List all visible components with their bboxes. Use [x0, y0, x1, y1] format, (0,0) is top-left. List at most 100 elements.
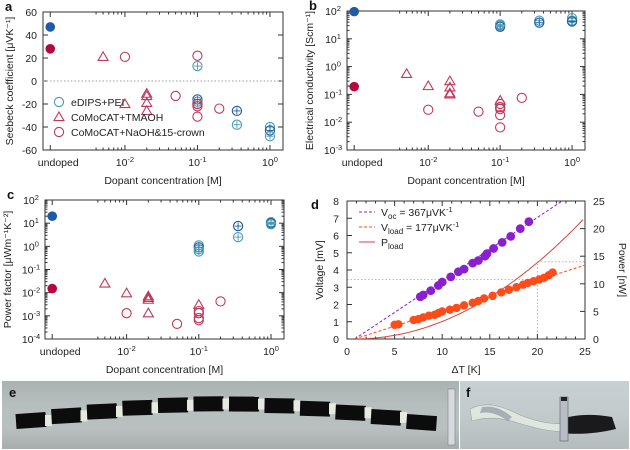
silver-electrode: [80, 410, 88, 422]
data-point-comocat-tmaoh: [120, 287, 133, 298]
data-point-undoped-comocat: [45, 44, 56, 54]
x-axis-title: Dopant concentration [M]: [407, 175, 524, 187]
data-point-vload: [504, 285, 514, 295]
x-tick-label: 25: [579, 346, 591, 358]
y-tick-label: -60: [22, 145, 37, 157]
panel-letter-a: a: [5, 0, 13, 14]
panel-letter-d: d: [311, 197, 319, 212]
x-tick-label: 10: [436, 346, 448, 358]
legend-entry: Pload: [381, 237, 403, 251]
data-point-vload: [459, 301, 469, 310]
y-tick-label: 6: [333, 231, 339, 243]
data-point-voc: [459, 264, 469, 274]
data-point-undoped-edips: [349, 6, 359, 17]
y-tick-label: 5: [333, 248, 339, 260]
data-point-comocat-naoh-15-crown: [192, 50, 203, 61]
x-axis-title: Dopant concentration [M]: [106, 364, 223, 376]
thermoelectric-leg: [86, 403, 118, 420]
y-axis-title: Electrical conductivity [Scm⁻¹]: [304, 11, 316, 150]
data-point-undoped-comocat: [349, 81, 359, 92]
data-point-comocat-naoh-15-crown: [495, 122, 506, 133]
data-point-comocat-naoh-15-crown: [495, 109, 506, 121]
silver-electrode: [187, 399, 194, 411]
data-point-comocat-tmaoh: [443, 75, 456, 86]
x-tick-label: 100: [262, 155, 278, 169]
y-tick-label: 7: [333, 213, 339, 225]
panel-letter-b: b: [309, 0, 317, 13]
data-point-undoped-edips: [45, 22, 56, 32]
data-point-vload: [452, 303, 461, 313]
data-point-vload: [512, 283, 521, 292]
plot-frame-c: [44, 199, 285, 340]
data-point-edips-pei: [264, 131, 276, 142]
thermoelectric-leg: [15, 411, 47, 430]
x-tick-label-undoped: undoped: [38, 157, 79, 169]
thermoelectric-leg: [228, 396, 260, 412]
panel-letter-e: e: [9, 385, 17, 400]
module-strip-drawing: [15, 388, 456, 446]
data-point-edips-pei: [192, 60, 203, 72]
x-tick-label: 20: [532, 346, 544, 358]
silver-electrode: [329, 403, 336, 415]
x-axis-title: Dopant concentration [M]: [104, 175, 221, 187]
data-point-comocat-tmaoh: [140, 104, 153, 116]
data-point-comocat-tmaoh: [422, 79, 435, 91]
data-point-comocat-naoh-15-crown: [171, 318, 183, 330]
y2-tick-label: 25: [593, 196, 605, 208]
y-tick-label: 3: [333, 282, 339, 294]
data-point-comocat-naoh-15-crown: [119, 51, 131, 62]
data-point-vload: [488, 291, 497, 301]
y-tick-label: 10-1: [324, 87, 342, 101]
data-point-comocat-naoh-15-crown: [495, 103, 506, 115]
data-point-comocat-tmaoh: [98, 277, 111, 288]
y-tick-label: 0: [333, 334, 339, 346]
panel-letter-f: f: [466, 385, 471, 400]
x-tick-label-undoped: undoped: [40, 346, 81, 358]
data-point-voc: [489, 244, 499, 253]
y-tick-label: 102: [23, 193, 39, 207]
y-tick-label: -20: [22, 99, 37, 111]
data-point-vload: [548, 268, 557, 277]
data-point-voc: [418, 290, 428, 300]
legend-marker: [53, 96, 65, 108]
y-tick-label: 101: [23, 216, 39, 230]
thermoelectric-leg: [51, 407, 82, 425]
y-tick-label: 4: [333, 265, 339, 277]
data-point-undoped-edips: [47, 211, 58, 221]
y-tick-label: 10-1: [22, 263, 40, 277]
legend-entry: CoMoCAT+TMAOH: [71, 112, 163, 124]
data-point-comocat-tmaoh: [140, 89, 153, 101]
silver-electrode: [293, 400, 301, 412]
data-point-edips-pei: [231, 105, 243, 117]
legend-marker: [53, 126, 65, 138]
power-curve: [354, 219, 584, 339]
y-tick-label: 2: [333, 300, 339, 312]
data-point-voc: [482, 249, 492, 259]
data-point-vload: [438, 307, 447, 316]
data-point-comocat-tmaoh: [142, 290, 155, 301]
data-point-comocat-tmaoh: [443, 81, 456, 92]
silver-electrode: [364, 407, 372, 419]
x-tick-label: 0: [344, 346, 350, 358]
silver-electrode: [45, 415, 52, 426]
y-tick-label: 8: [333, 196, 339, 208]
x-tick-label: 10-1: [491, 155, 509, 169]
data-point-vload: [445, 305, 455, 314]
data-point-comocat-tmaoh: [142, 291, 155, 302]
data-point-comocat-naoh-15-crown: [423, 104, 434, 115]
photo-f: [460, 381, 629, 449]
data-point-comocat-tmaoh: [142, 307, 155, 318]
data-point-comocat-naoh-15-crown: [193, 308, 204, 319]
x-tick-label: 100: [263, 344, 279, 358]
silver-electrode: [222, 398, 230, 410]
silver-electrode: [258, 398, 265, 410]
data-point-voc: [437, 277, 447, 287]
data-point-voc: [515, 224, 525, 234]
y-tick-label: 100: [325, 60, 341, 74]
y-tick-label: -40: [22, 122, 37, 134]
y2-axis-title: Power [nW]: [616, 243, 628, 297]
data-point-voc: [426, 286, 436, 296]
data-point-comocat-naoh-15-crown: [192, 101, 203, 112]
silver-electrode: [400, 411, 407, 423]
data-point-edips-pei: [232, 231, 244, 243]
